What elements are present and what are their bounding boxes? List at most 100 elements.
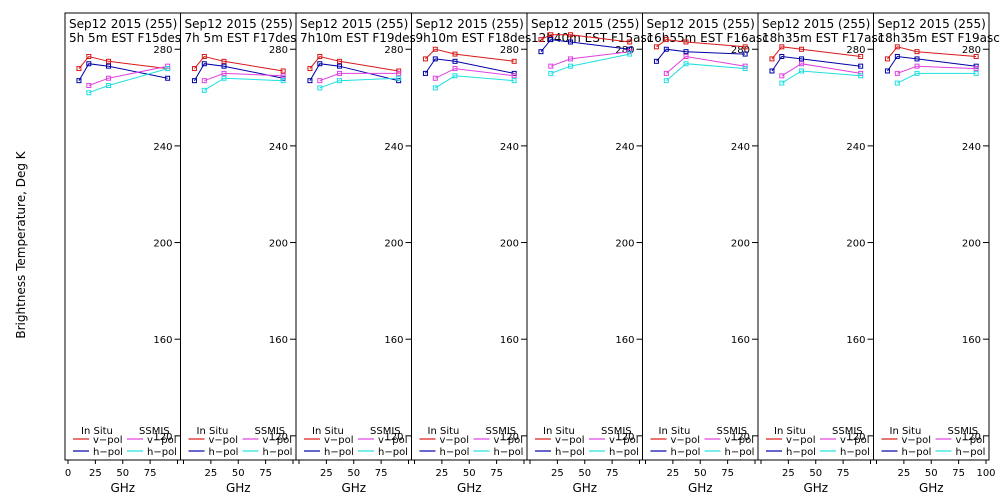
panel-7: Sep12 2015 (255)18h35m EST F17asc 120 160 2… bbox=[757, 12, 884, 495]
y-tick-label: 200 bbox=[731, 239, 750, 250]
legend-label-insitu-vpol: v−pol bbox=[324, 435, 354, 446]
legend-label-ssmis-hpol: h−pol bbox=[840, 447, 870, 458]
x-tick-label: 50 bbox=[694, 468, 707, 479]
x-tick-label: 50 bbox=[347, 468, 360, 479]
data-point-insitu-vpol bbox=[568, 32, 574, 38]
data-point-ssmis-vpol bbox=[280, 73, 286, 79]
x-axis-label: GHz bbox=[110, 481, 135, 495]
x-tick-label: 25 bbox=[89, 468, 102, 479]
series-line-insitu-hpol bbox=[540, 39, 630, 53]
panel-subtitle: 18h35m EST F17asc bbox=[762, 31, 884, 45]
data-point-ssmis-vpol bbox=[663, 70, 669, 76]
legend-label-insitu-hpol: h−pol bbox=[324, 447, 354, 458]
data-point-insitu-hpol bbox=[858, 63, 864, 69]
legend-label-ssmis-vpol: v−pol bbox=[378, 435, 408, 446]
series-line-insitu-vpol bbox=[425, 48, 515, 62]
data-point-insitu-hpol bbox=[568, 39, 574, 45]
legend-title-ssmis: SSMIS bbox=[601, 426, 632, 437]
legend-label-ssmis-hpol: h−pol bbox=[494, 447, 524, 458]
x-axis-label: GHz bbox=[688, 481, 713, 495]
data-point-insitu-vpol bbox=[538, 37, 544, 43]
y-tick-label: 280 bbox=[731, 45, 750, 56]
legend-label-insitu-vpol: v−pol bbox=[902, 435, 932, 446]
y-tick-label: 240 bbox=[500, 142, 519, 153]
panel-title: Sep12 2015 (255) bbox=[185, 17, 293, 31]
y-tick-label: 280 bbox=[269, 45, 288, 56]
series-line-ssmis-vpol bbox=[550, 51, 630, 67]
series-line-insitu-vpol bbox=[78, 55, 168, 70]
panel-4: Sep12 2015 (255)9h10m EST F18des 120 160 20… bbox=[411, 12, 531, 495]
data-point-ssmis-vpol bbox=[337, 70, 343, 76]
legend-label-insitu-vpol: v−pol bbox=[209, 435, 239, 446]
x-tick-label: 75 bbox=[606, 468, 619, 479]
series-line-insitu-vpol bbox=[194, 55, 284, 72]
legend-title-insitu: In Situ bbox=[659, 426, 691, 437]
data-point-insitu-vpol bbox=[799, 46, 805, 52]
series-line-ssmis-hpol bbox=[319, 77, 399, 89]
panel-title: Sep12 2015 (255) bbox=[647, 17, 755, 31]
data-point-ssmis-vpol bbox=[396, 70, 402, 76]
legend-label-ssmis-hpol: h−pol bbox=[609, 447, 639, 458]
x-tick-label: 25 bbox=[782, 468, 795, 479]
y-tick-label: 120 bbox=[962, 432, 981, 443]
data-point-insitu-hpol bbox=[307, 78, 313, 84]
x-tick-label: 75 bbox=[837, 468, 850, 479]
data-point-ssmis-hpol bbox=[894, 80, 900, 86]
y-axis-label: Brightness Temperature, Deg K bbox=[14, 150, 28, 338]
y-tick-label: 280 bbox=[846, 45, 865, 56]
data-point-ssmis-hpol bbox=[663, 78, 669, 84]
series-line-insitu-vpol bbox=[540, 34, 630, 43]
panel-title: Sep12 2015 (255) bbox=[878, 17, 986, 31]
legend-label-insitu-hpol: h−pol bbox=[440, 447, 470, 458]
x-axis-label: GHz bbox=[919, 481, 944, 495]
y-tick-label: 120 bbox=[500, 432, 519, 443]
legend-label-ssmis-vpol: v−pol bbox=[609, 435, 639, 446]
y-tick-label: 160 bbox=[384, 335, 403, 346]
series-line-ssmis-vpol bbox=[319, 72, 399, 82]
panel-title: Sep12 2015 (255) bbox=[300, 17, 408, 31]
series-line-ssmis-vpol bbox=[88, 65, 168, 86]
y-tick-label: 240 bbox=[153, 142, 172, 153]
x-tick-label: 50 bbox=[809, 468, 822, 479]
data-point-ssmis-hpol bbox=[106, 82, 112, 88]
series-line-ssmis-vpol bbox=[204, 72, 284, 82]
legend-label-insitu-hpol: h−pol bbox=[209, 447, 239, 458]
legend-title-ssmis: SSMIS bbox=[948, 426, 979, 437]
legend-label-insitu-hpol: h−pol bbox=[93, 447, 123, 458]
data-point-ssmis-vpol bbox=[914, 63, 920, 69]
legend-label-insitu-vpol: v−pol bbox=[93, 435, 123, 446]
data-point-insitu-vpol bbox=[884, 56, 890, 62]
y-tick-label: 280 bbox=[615, 45, 634, 56]
panel-group: Sep12 2015 (255)5h 5m EST F15des12016020… bbox=[64, 12, 1000, 495]
data-point-insitu-hpol bbox=[653, 58, 659, 64]
data-point-insitu-vpol bbox=[858, 53, 864, 59]
legend-title-ssmis: SSMIS bbox=[255, 426, 286, 437]
panel-subtitle: 5h 5m EST F15des bbox=[69, 31, 181, 45]
y-tick-label: 200 bbox=[500, 239, 519, 250]
x-axis-label: GHz bbox=[457, 481, 482, 495]
data-point-ssmis-hpol bbox=[165, 66, 171, 72]
series-line-ssmis-vpol bbox=[897, 65, 977, 74]
data-point-insitu-vpol bbox=[201, 53, 207, 59]
legend-label-insitu-vpol: v−pol bbox=[555, 435, 585, 446]
data-point-ssmis-vpol bbox=[221, 70, 227, 76]
data-point-insitu-vpol bbox=[769, 56, 775, 62]
data-point-ssmis-hpol bbox=[779, 80, 785, 86]
y-tick-label: 200 bbox=[153, 239, 172, 250]
data-point-insitu-hpol bbox=[106, 63, 112, 69]
panel-subtitle: 7h 5m EST F17des bbox=[185, 31, 297, 45]
data-point-ssmis-hpol bbox=[973, 70, 979, 76]
data-point-insitu-hpol bbox=[201, 61, 207, 67]
panel-subtitle: 16h55m EST F16asc bbox=[647, 31, 769, 45]
data-point-ssmis-hpol bbox=[452, 73, 458, 79]
data-point-insitu-vpol bbox=[914, 49, 920, 55]
legend-title-insitu: In Situ bbox=[428, 426, 460, 437]
legend-title-insitu: In Situ bbox=[312, 426, 344, 437]
panel-title: Sep12 2015 (255) bbox=[69, 17, 177, 31]
data-point-ssmis-hpol bbox=[337, 78, 343, 84]
series-line-ssmis-vpol bbox=[781, 63, 861, 77]
